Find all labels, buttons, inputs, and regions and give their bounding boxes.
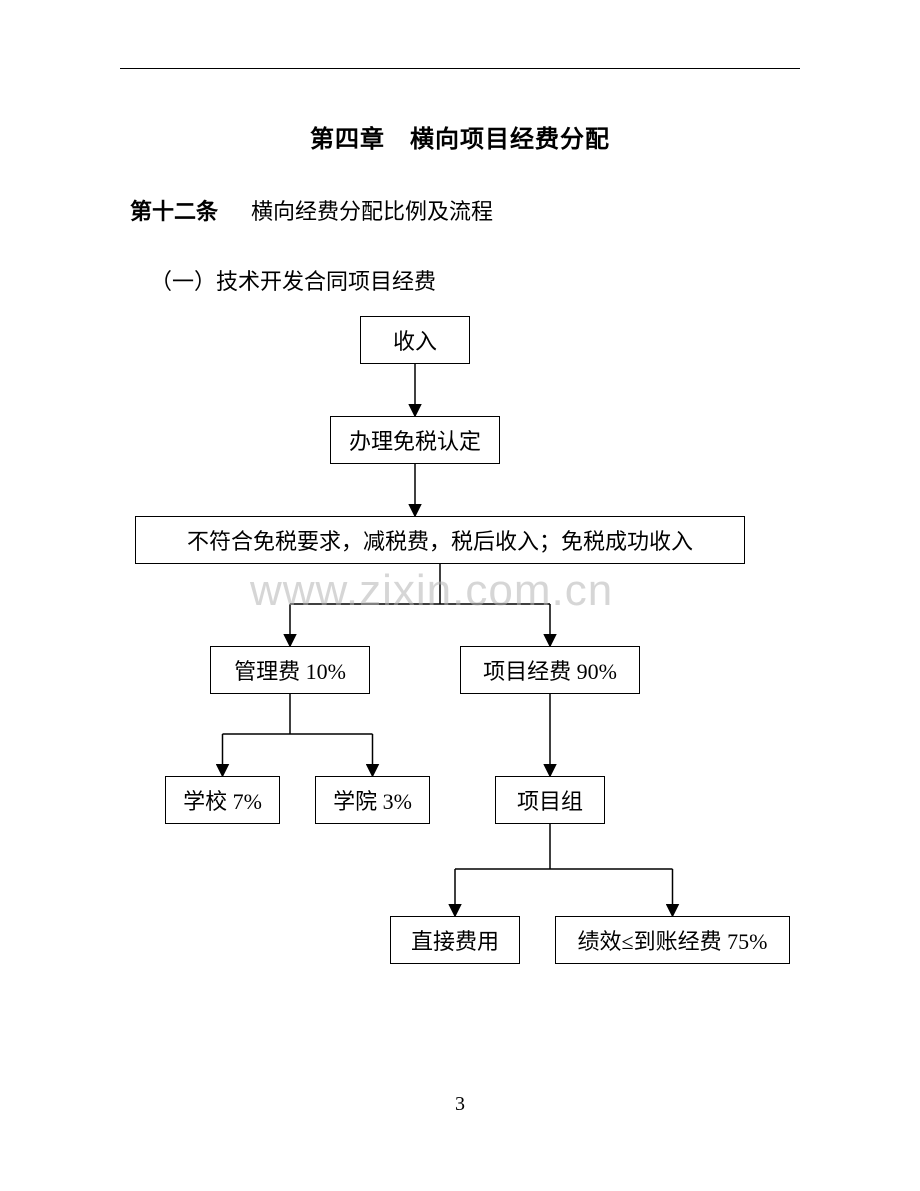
node-mgmt: 管理费 10% (210, 646, 370, 694)
subsection-1: （一）技术开发合同项目经费 (150, 264, 800, 296)
node-proj: 项目经费 90% (460, 646, 640, 694)
watermark: www.zixin.com.cn (250, 566, 613, 616)
top-rule (120, 68, 800, 69)
page-number: 3 (0, 1093, 920, 1116)
article-text: 横向经费分配比例及流程 (251, 199, 493, 224)
flowchart: www.zixin.com.cn 收入办理免税认定不符合免税要求，减税费，税后收… (120, 316, 800, 1036)
node-school: 学校 7% (165, 776, 280, 824)
node-perf: 绩效≤到账经费 75% (555, 916, 790, 964)
node-direct: 直接费用 (390, 916, 520, 964)
node-college: 学院 3% (315, 776, 430, 824)
article-line: 第十二条 横向经费分配比例及流程 (130, 194, 800, 226)
node-income: 收入 (360, 316, 470, 364)
article-label: 第十二条 (130, 199, 218, 224)
node-team: 项目组 (495, 776, 605, 824)
node-taxfree: 办理免税认定 (330, 416, 500, 464)
chapter-title: 第四章 横向项目经费分配 (120, 119, 800, 154)
node-branch: 不符合免税要求，减税费，税后收入；免税成功收入 (135, 516, 745, 564)
